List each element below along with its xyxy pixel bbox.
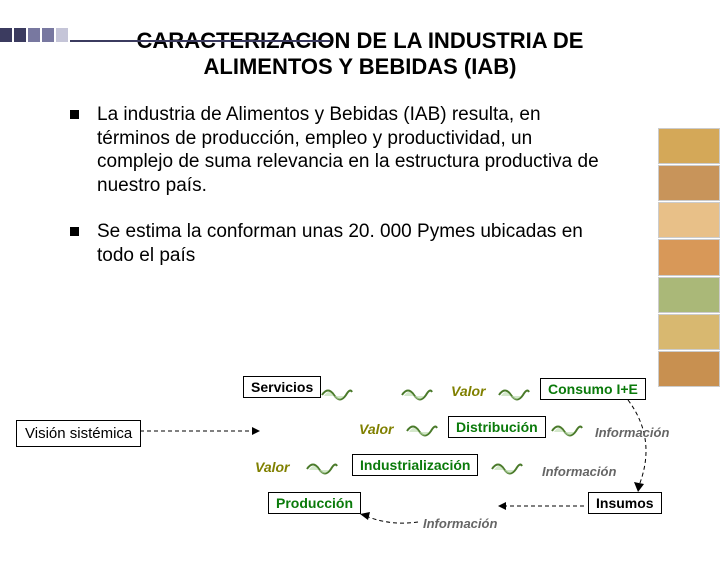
node-info: Información [535, 462, 623, 481]
bullet-item: Se estima la conforman unas 20. 000 Pyme… [70, 220, 610, 268]
node-insumos: Insumos [588, 492, 662, 514]
arrow-dash [622, 400, 662, 492]
node-valor: Valor [352, 419, 401, 439]
node-valor: Valor [444, 381, 493, 401]
food-collage [658, 128, 720, 388]
node-consumo: Consumo I+E [540, 378, 646, 400]
arrow-dash [498, 500, 586, 514]
node-distribucion: Distribución [448, 416, 546, 438]
swirl-icon [400, 384, 434, 406]
square-bullet-icon [70, 227, 79, 236]
bullet-list: La industria de Alimentos y Bebidas (IAB… [70, 103, 610, 268]
bullet-text: Se estima la conforman unas 20. 000 Pyme… [97, 220, 610, 268]
arrow-dash [360, 508, 420, 526]
bullet-text: La industria de Alimentos y Bebidas (IAB… [97, 103, 610, 198]
value-chain-diagram: Visión sistémica Servicios Consumo I+E D… [0, 358, 720, 568]
swirl-icon [320, 384, 354, 406]
node-info: Información [588, 423, 676, 442]
swirl-icon [497, 384, 531, 406]
node-industrializacion: Industrialización [352, 454, 478, 476]
swirl-icon [405, 420, 439, 442]
node-info: Información [416, 514, 504, 533]
vision-label: Visión sistémica [16, 420, 141, 447]
node-produccion: Producción [268, 492, 361, 514]
swirl-icon [305, 458, 339, 480]
header-decor [0, 28, 330, 42]
arrow-dash [140, 426, 260, 436]
bullet-item: La industria de Alimentos y Bebidas (IAB… [70, 103, 610, 198]
swirl-icon [550, 420, 584, 442]
node-servicios: Servicios [243, 376, 321, 398]
node-valor: Valor [248, 457, 297, 477]
square-bullet-icon [70, 110, 79, 119]
swirl-icon [490, 458, 524, 480]
